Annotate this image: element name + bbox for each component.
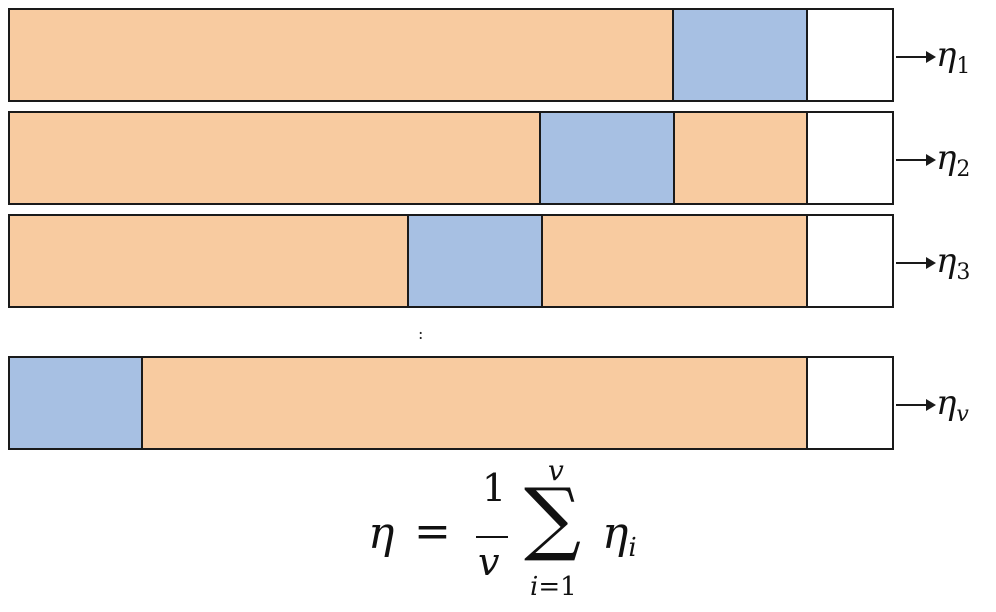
formula-numerator: 1 [482, 466, 507, 510]
test-segment [409, 216, 543, 306]
formula-denominator: v [478, 540, 500, 584]
empty-segment [808, 358, 892, 448]
summation-icon: ∑ [524, 471, 582, 564]
fold-row-2 [8, 111, 894, 205]
fold-row-v [8, 356, 894, 450]
arrow-icon [896, 51, 936, 63]
train-segment [10, 10, 674, 100]
average-formula: η = 1 v v ∑ i=1 ηi [368, 454, 688, 610]
fold-row-1 [8, 8, 894, 102]
empty-segment [808, 10, 892, 100]
row-label-eta-1: η1 [936, 35, 971, 79]
arrow-icon [896, 154, 936, 166]
row-label-eta-v: ηv [936, 383, 969, 427]
train-segment [10, 216, 409, 306]
fraction-bar [476, 536, 508, 538]
formula-lhs: η [368, 508, 395, 559]
train-segment [543, 216, 808, 306]
sum-upper-limit: v [548, 454, 564, 487]
row-label-eta-2: η2 [936, 138, 971, 182]
formula-term: ηi [602, 508, 637, 563]
sum-lower-limit: i=1 [530, 572, 577, 602]
arrow-icon [896, 399, 936, 411]
train-segment [10, 113, 541, 203]
test-segment [541, 113, 675, 203]
train-segment [675, 113, 808, 203]
formula-equals: = [414, 506, 451, 557]
test-segment [10, 358, 143, 448]
arrow-icon [896, 257, 936, 269]
empty-segment [808, 216, 892, 306]
fold-row-3 [8, 214, 894, 308]
train-segment [143, 358, 808, 448]
empty-segment [808, 113, 892, 203]
test-segment [674, 10, 808, 100]
ellipsis: : [418, 324, 424, 343]
row-label-eta-3: η3 [936, 241, 971, 285]
